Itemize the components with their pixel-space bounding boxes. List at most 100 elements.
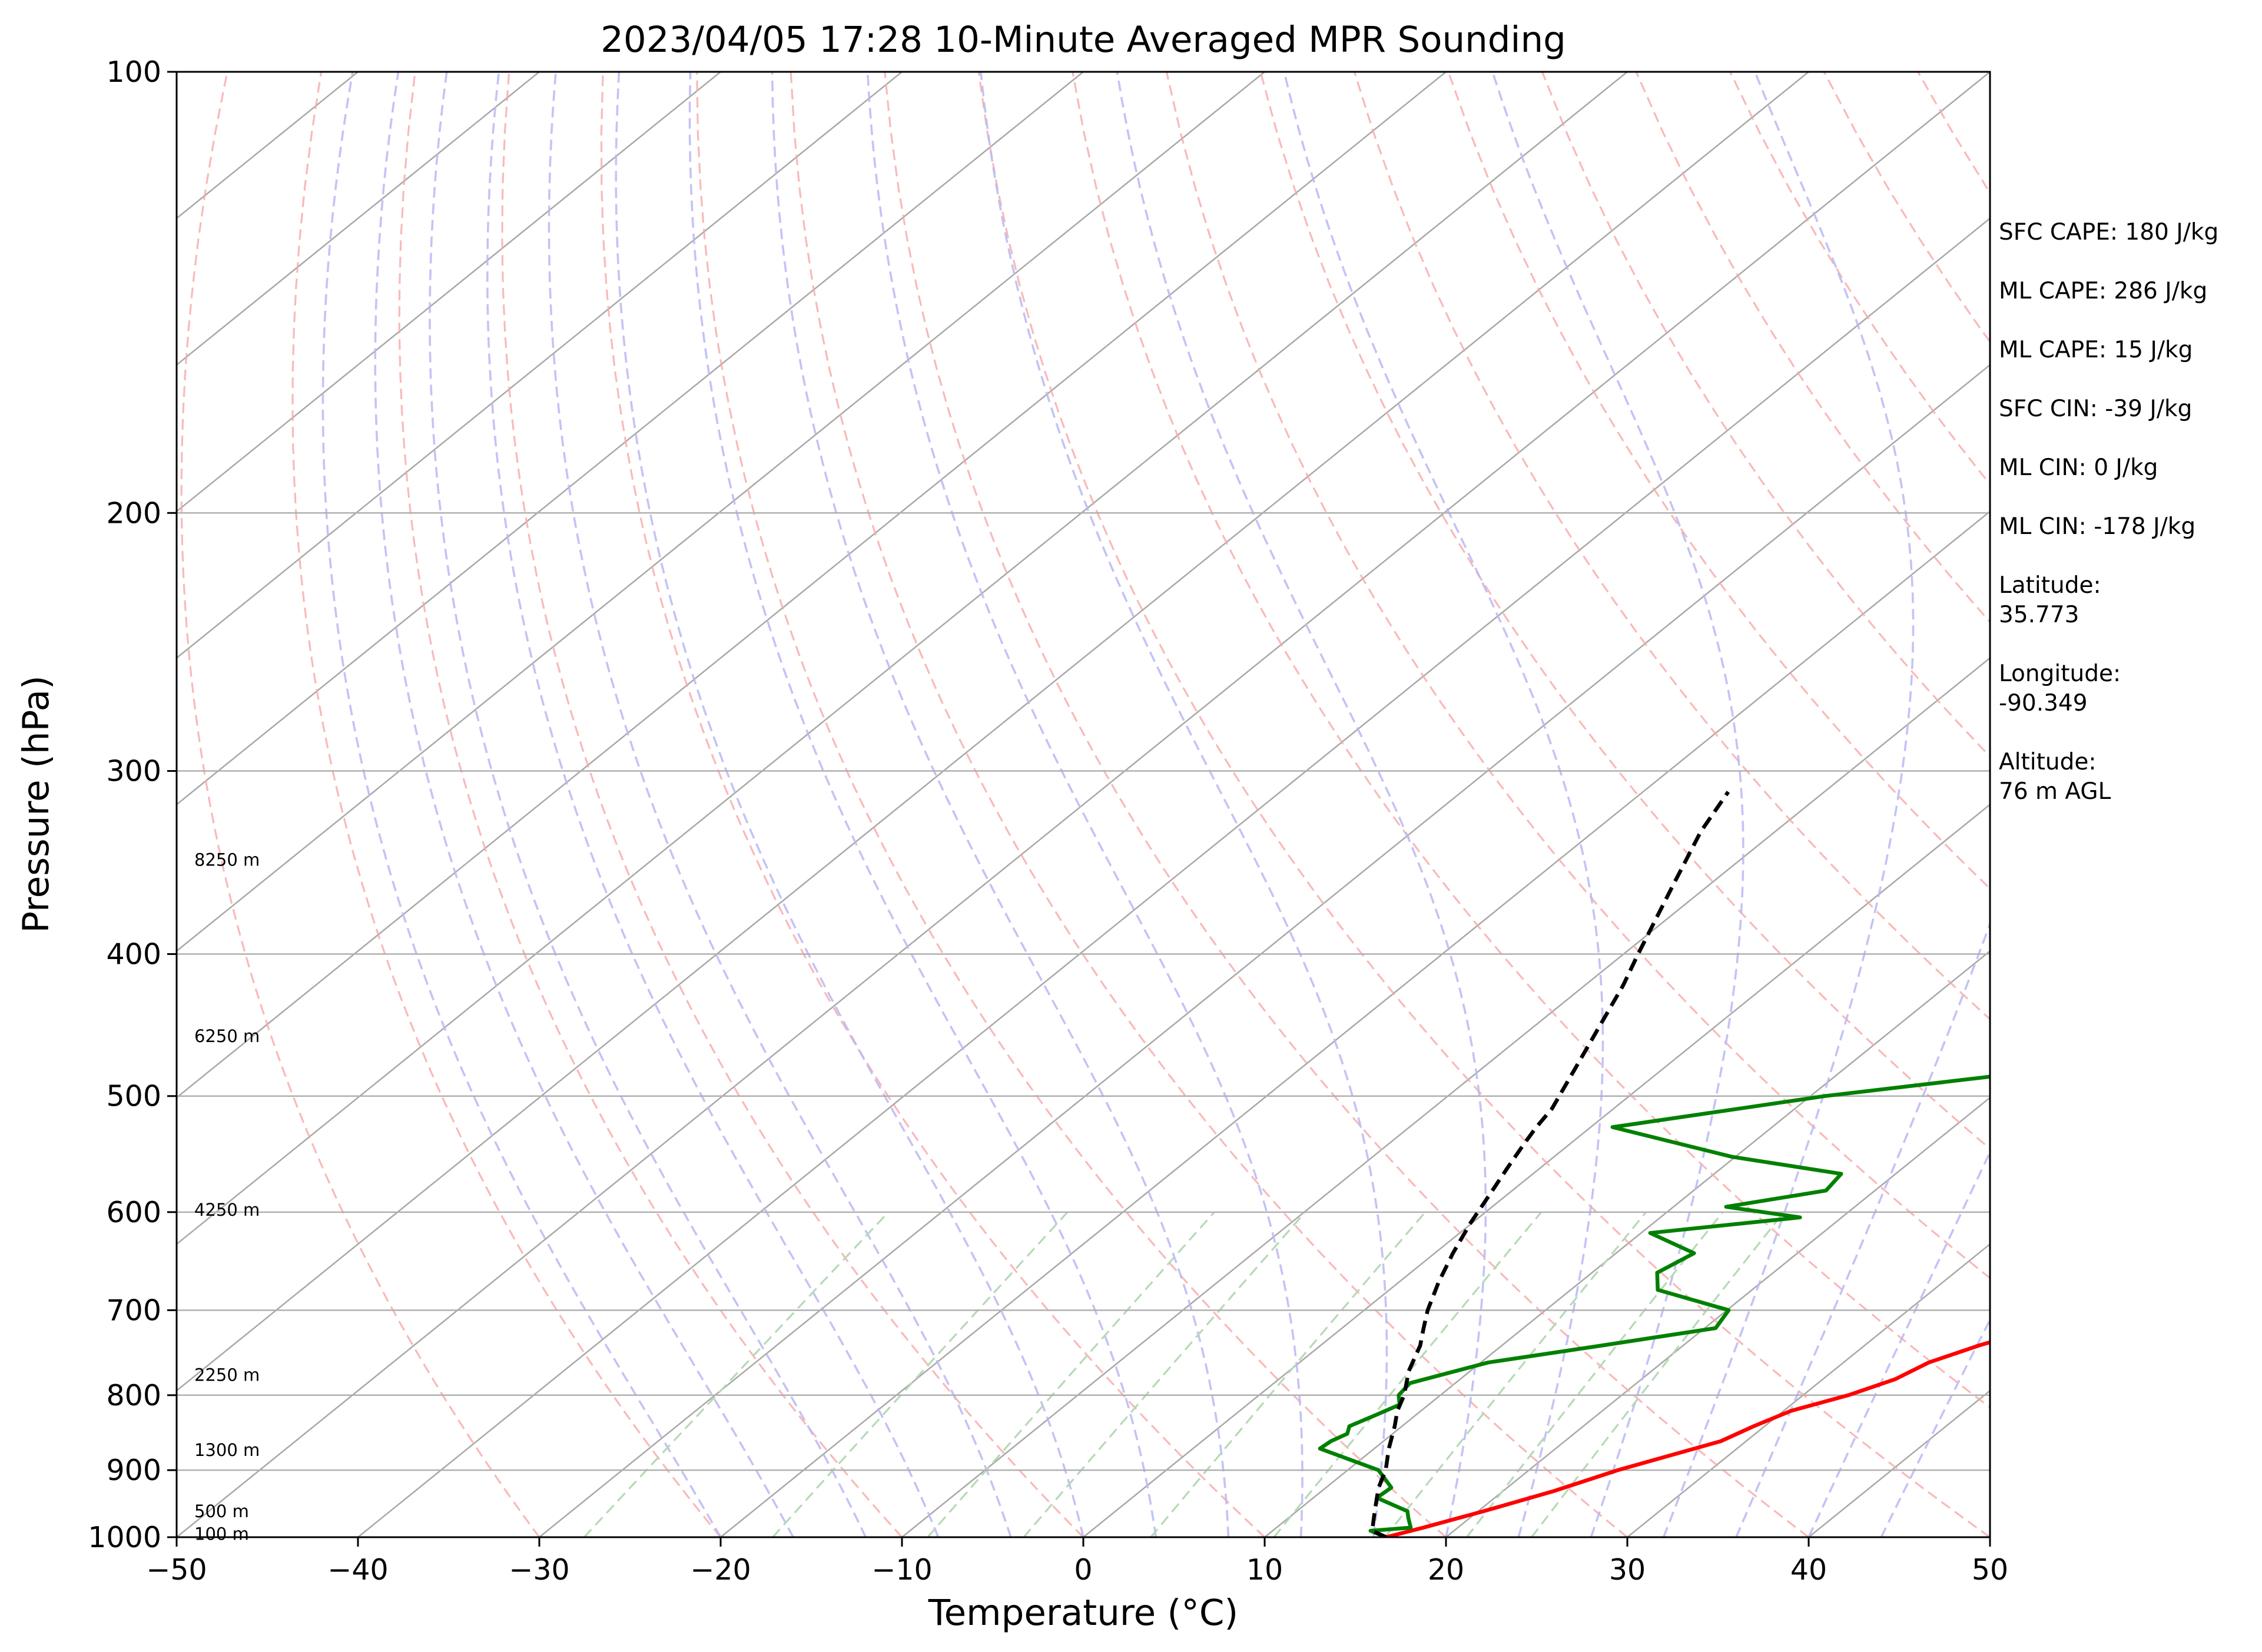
mixing-ratio-line [583, 1211, 890, 1537]
moist-adiabat-line [980, 72, 1388, 1537]
longitude-value: Longitude: -90.349 [1999, 661, 2121, 716]
isotherm-line [1627, 1243, 1990, 1537]
isotherm-line [177, 72, 1628, 1245]
moist-adiabat-line [1807, 1149, 1990, 1537]
x-tick-label: −20 [690, 1553, 751, 1587]
sounding-series [1318, 791, 1990, 1537]
isotherm-line [177, 72, 1990, 1537]
x-tick-label: 50 [1972, 1553, 2008, 1587]
altitude-label: 2250 m [194, 1365, 260, 1385]
y-tick-label: 700 [106, 1293, 161, 1327]
y-axis-label: Pressure (hPa) [15, 675, 57, 933]
moist-adiabat-line [1735, 921, 1990, 1537]
mixing-ratio-line [1150, 1211, 1427, 1537]
altitude-label: 500 m [194, 1501, 249, 1521]
dry-adiabat-line [1165, 72, 1990, 1279]
isotherm-line [177, 72, 1084, 806]
mu-cin-value: ML CIN: -178 J/kg [1999, 513, 2196, 540]
moist-adiabat-line [429, 72, 867, 1537]
isotherm-line [901, 656, 1990, 1537]
dry-adiabat-line [600, 72, 1266, 1537]
x-axis-ticks: −50 −40 −30 −20 −10 0 10 20 30 40 50 [146, 1537, 2008, 1587]
sfc-cape-value: SFC CAPE: 180 J/kg [1999, 219, 2219, 246]
series-line-2 [1370, 791, 1730, 1537]
isotherm-line [177, 72, 1809, 1392]
isotherm-line [539, 364, 1990, 1537]
altitude-labels: 8250 m 6250 m 4250 m 2250 m 1300 m 500 m 100 m [194, 850, 260, 1544]
x-tick-label: −10 [871, 1553, 932, 1587]
x-axis-label: Temperature (°C) [928, 1592, 1238, 1634]
moist-adiabat-line [866, 72, 1304, 1537]
dry-adiabat-line [1447, 72, 1990, 890]
moist-adiabat-line [1116, 72, 1487, 1537]
altitude-label: 6250 m [194, 1026, 260, 1046]
ml-cape-value: ML CAPE: 286 J/kg [1999, 278, 2208, 304]
y-axis-ticks: 100 200 300 400 500 600 700 800 900 1000 [88, 55, 177, 1554]
dry-adiabat-line [884, 72, 1809, 1537]
mu-cape-value: ML CAPE: 15 J/kg [1999, 337, 2193, 363]
moist-adiabat-line [548, 72, 1012, 1537]
y-tick-label: 300 [106, 755, 161, 788]
y-tick-label: 1000 [88, 1521, 161, 1554]
moist-adiabat-line [1662, 72, 1915, 1537]
x-tick-label: 40 [1790, 1553, 1827, 1587]
moist-adiabat-line [374, 72, 794, 1537]
x-tick-label: −30 [509, 1553, 569, 1587]
sounding-info-panel: SFC CAPE: 180 J/kg ML CAPE: 286 J/kg ML … [1999, 218, 2258, 836]
altitude-label: 8250 m [194, 850, 260, 870]
dry-adiabat-line [291, 72, 722, 1537]
isotherm-line [1445, 1096, 1990, 1537]
y-tick-label: 900 [106, 1454, 161, 1487]
dry-adiabat-line [977, 72, 1990, 1537]
x-tick-label: 0 [1074, 1553, 1092, 1587]
moist-adiabat-line [615, 72, 1084, 1537]
altitude-label: 1300 m [194, 1440, 260, 1460]
x-tick-label: −40 [327, 1553, 388, 1587]
y-tick-label: 200 [106, 496, 161, 530]
dry-adiabat-line [398, 72, 903, 1537]
moist-adiabat-line [1491, 72, 1744, 1537]
moist-adiabat-line [486, 72, 940, 1537]
dry-adiabat-line [180, 72, 540, 1537]
moist-adiabat-line [771, 72, 1230, 1537]
isotherm-line [177, 72, 1265, 953]
moist-adiabat-line [321, 72, 722, 1537]
mixing-ratio-line [1531, 1211, 1785, 1537]
mixing-ratio-line [1465, 1211, 1724, 1537]
isotherm-line [177, 72, 1447, 1099]
x-tick-label: 20 [1428, 1553, 1464, 1587]
series-line-0 [1385, 1340, 1990, 1537]
altitude-value: Altitude: 76 m AGL [1999, 749, 2111, 805]
y-tick-label: 100 [106, 55, 161, 89]
mixing-ratio-line [1273, 1211, 1543, 1537]
isotherm-line [1083, 803, 1990, 1537]
altitude-label: 4250 m [194, 1200, 260, 1220]
isotherm-line [177, 72, 903, 659]
series-line-1 [1318, 1074, 1990, 1537]
y-tick-label: 600 [106, 1196, 161, 1229]
dry-adiabat-line [696, 72, 1447, 1537]
y-tick-label: 800 [106, 1379, 161, 1412]
dry-adiabat-line [1259, 72, 1990, 1150]
chart-title: 2023/04/05 17:28 10-Minute Averaged MPR … [601, 19, 1566, 61]
latitude-value: Latitude: 35.773 [1999, 572, 2101, 628]
mixing-ratio-line [1023, 1211, 1306, 1537]
altitude-label: 100 m [194, 1524, 249, 1544]
dry-adiabat-line [1353, 72, 1990, 1021]
x-tick-label: 30 [1609, 1553, 1646, 1587]
background-guide-lines [177, 72, 1990, 1537]
x-tick-label: −50 [146, 1553, 207, 1587]
moist-adiabat-line [1880, 1317, 1990, 1537]
dry-adiabat-line [1072, 72, 1990, 1409]
isotherm-line [357, 217, 1990, 1537]
y-tick-label: 400 [106, 938, 161, 971]
moist-adiabat-line [688, 72, 1157, 1537]
dry-adiabat-line [790, 72, 1628, 1537]
sfc-cin-value: SFC CIN: -39 J/kg [1999, 396, 2193, 422]
y-tick-label: 500 [106, 1080, 161, 1113]
mixing-ratio-line [772, 1211, 1069, 1537]
isotherm-line [720, 510, 1990, 1537]
dry-adiabat-line [501, 72, 1084, 1537]
moist-adiabat-line [1283, 72, 1604, 1537]
